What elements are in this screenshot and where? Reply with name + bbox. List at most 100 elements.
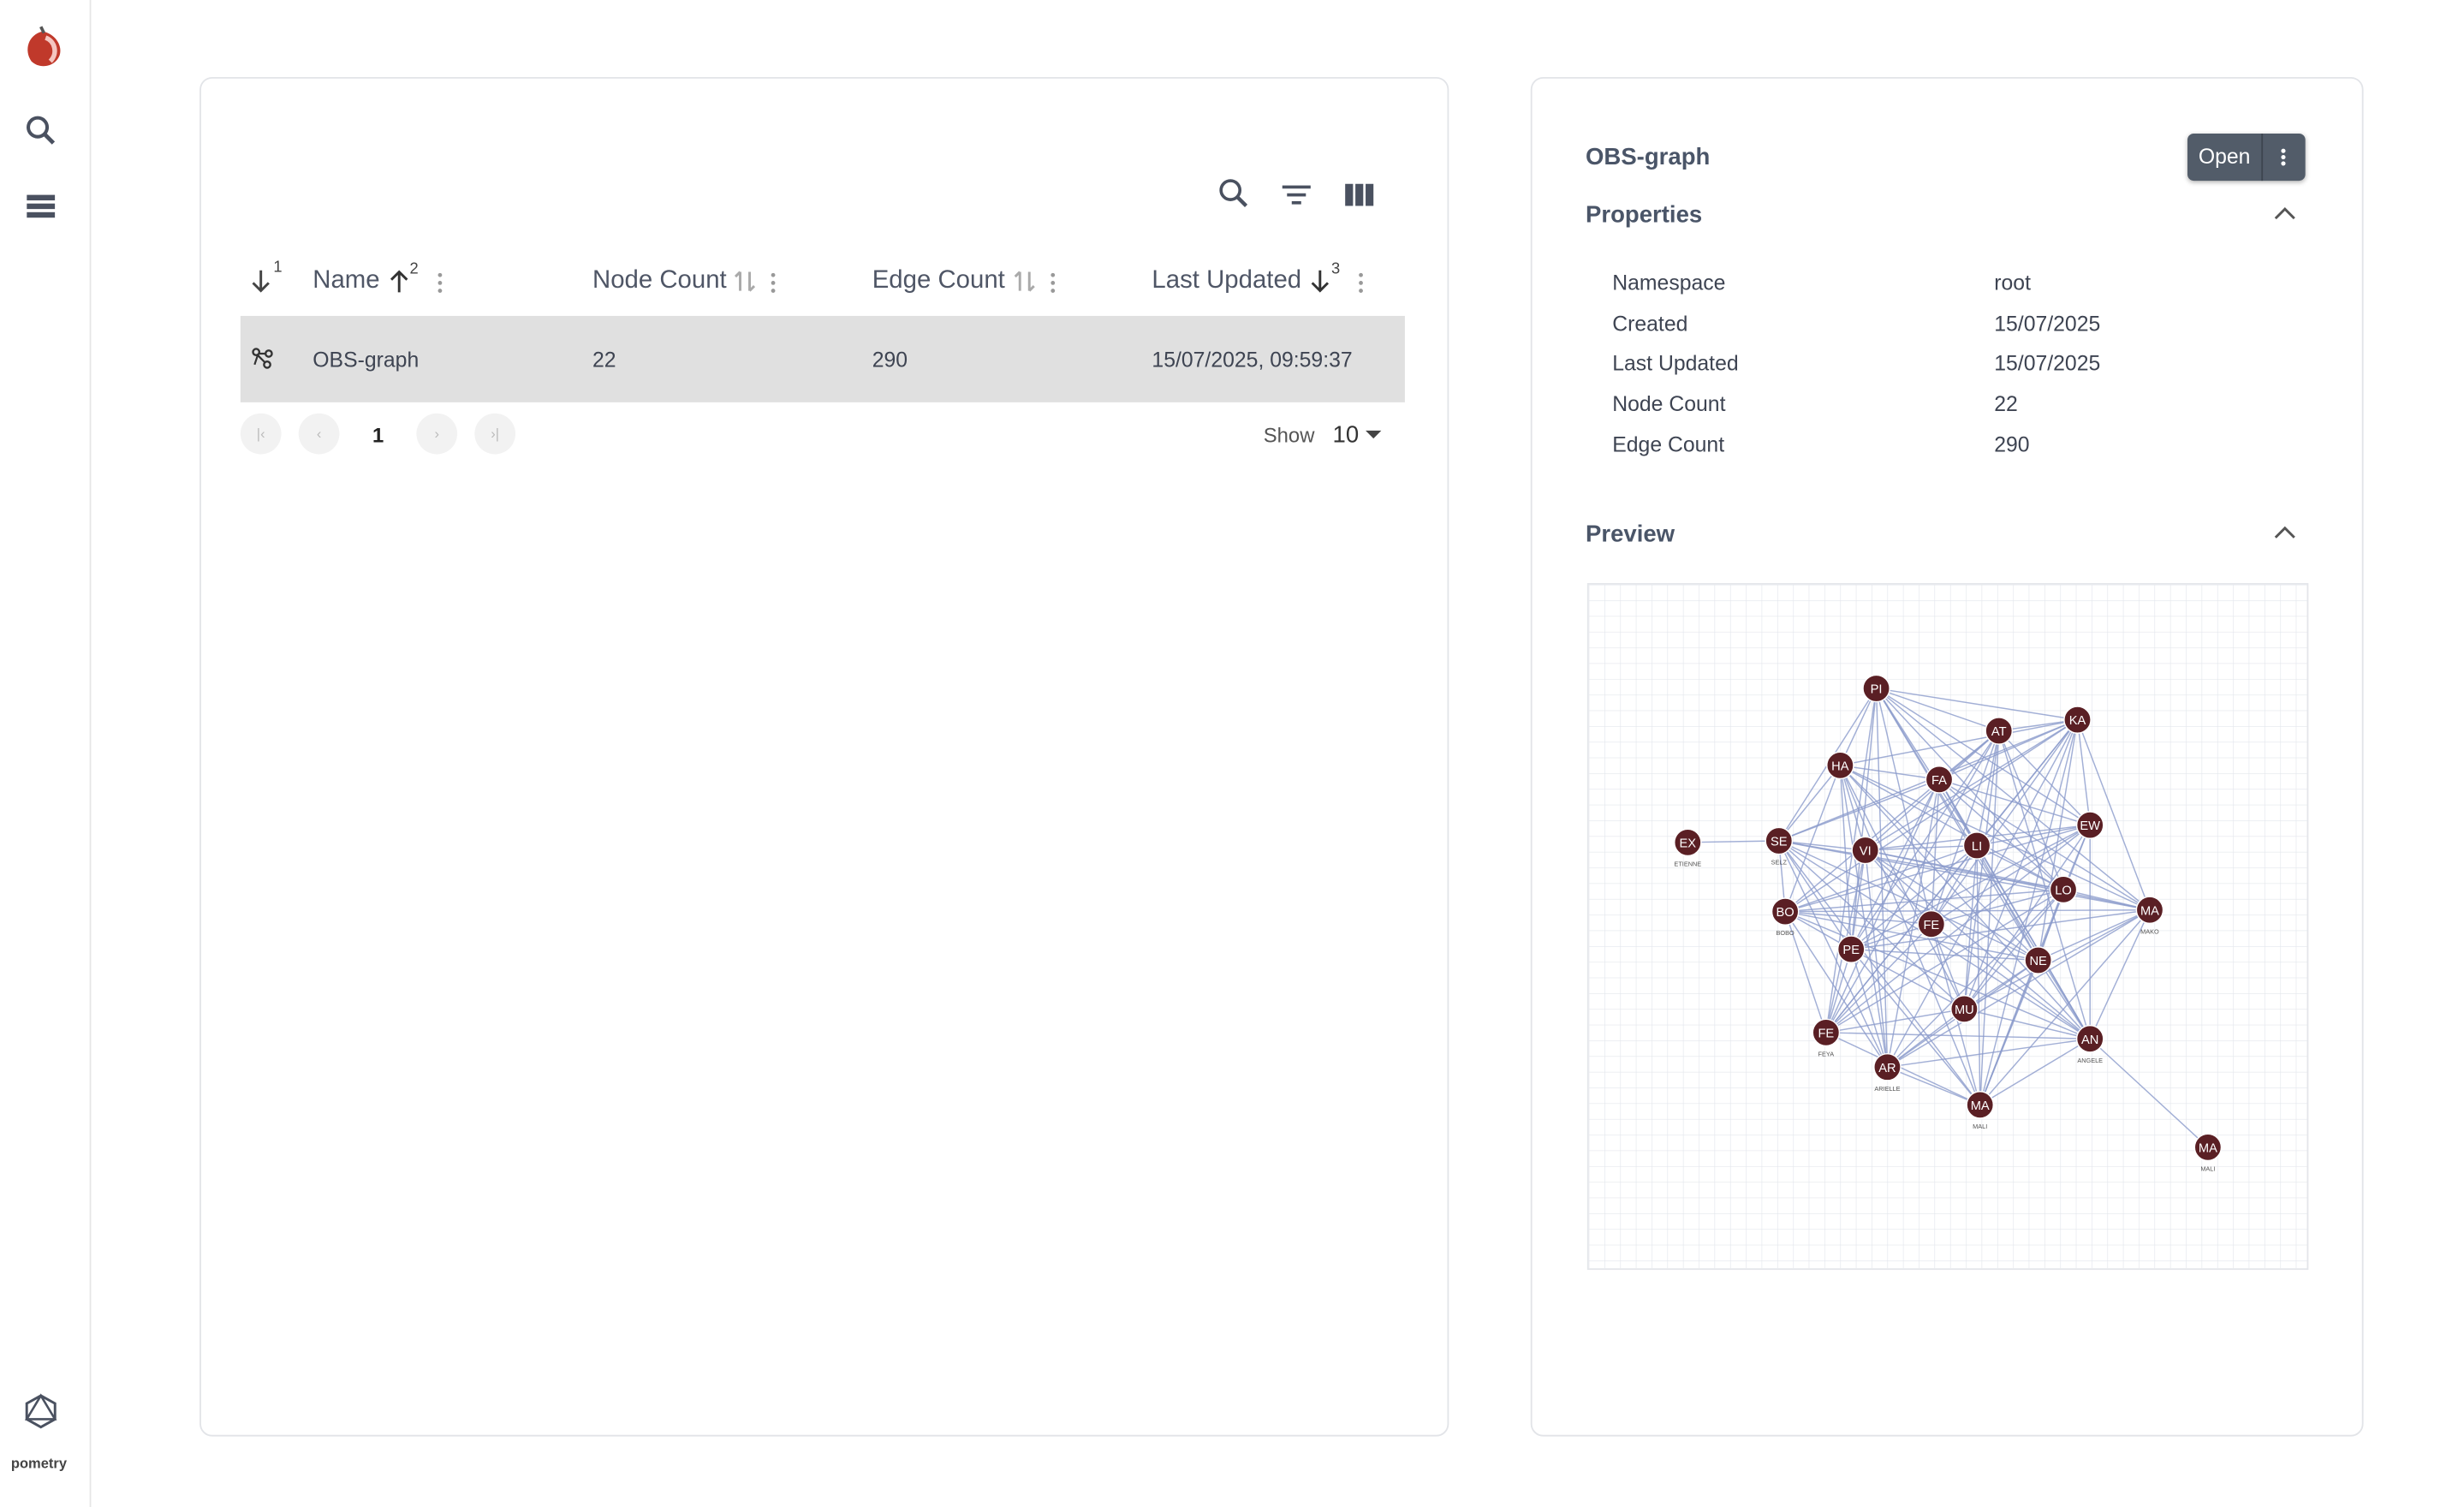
show-label: Show: [1263, 423, 1315, 448]
column-header[interactable]: Last Updated: [1152, 267, 1302, 295]
node-label: LO: [2055, 884, 2072, 897]
sort-icon[interactable]: [735, 267, 757, 295]
selected-row[interactable]: [240, 315, 1405, 402]
sort-icon[interactable]: [1309, 267, 1331, 295]
node-name: ETIENNE: [1674, 860, 1701, 867]
column-menu[interactable]: [1356, 271, 1366, 295]
edge: [1963, 889, 2064, 1010]
edge: [1687, 840, 1779, 843]
edge: [1998, 730, 2064, 890]
details-title: OBS-graph: [1586, 143, 1711, 171]
page-number[interactable]: 1: [372, 423, 384, 448]
sort-arrow: [252, 270, 270, 293]
graph-preview[interactable]: PI AT KA HA FA EW EX ETIENNE SE SELZ VI LI LO MA MAKO B…: [1586, 582, 2309, 1271]
edge: [1784, 730, 2000, 913]
columns-button[interactable]: [1345, 183, 1374, 206]
node-label: FE: [1818, 1027, 1834, 1040]
first-page[interactable]: |‹: [240, 413, 282, 455]
edge: [1850, 849, 1866, 950]
edge: [2089, 1038, 2209, 1148]
edge: [1850, 844, 1978, 950]
graphql-icon[interactable]: [22, 1392, 60, 1430]
edge: [1887, 909, 2151, 1068]
table-cell: 290: [872, 348, 908, 372]
edge: [1979, 960, 2039, 1105]
edge: [1931, 923, 2091, 1039]
search-nav[interactable]: [25, 115, 57, 146]
more-button[interactable]: [2274, 146, 2293, 169]
node: [2063, 706, 2092, 734]
property-value: 15/07/2025: [1994, 311, 2101, 336]
edge: [1887, 1038, 2091, 1069]
node-label: MA: [1971, 1099, 1990, 1113]
open-button[interactable]: Open: [2198, 144, 2251, 169]
property-key: Node Count: [1612, 392, 1726, 416]
edge: [1825, 923, 1932, 1033]
property-value: 15/07/2025: [1994, 351, 2101, 376]
node-label: PE: [1842, 944, 1860, 957]
edge: [1825, 889, 2064, 1033]
edge: [1778, 840, 1889, 1068]
column-header[interactable]: Node Count: [592, 267, 727, 295]
edge: [1876, 688, 2078, 721]
node: [1851, 836, 1880, 865]
edge: [1976, 824, 2091, 847]
edge: [1851, 948, 2038, 962]
collapse-icon[interactable]: [2274, 525, 2296, 540]
next-page[interactable]: ›: [416, 413, 458, 455]
column-menu[interactable]: [435, 271, 444, 295]
sort-icon[interactable]: [388, 267, 410, 295]
table-cell[interactable]: OBS-graph: [312, 348, 420, 372]
column-header[interactable]: Edge Count: [872, 267, 1005, 295]
node-label: LI: [1972, 840, 1982, 854]
arrow: [735, 271, 756, 292]
properties-heading[interactable]: Properties: [1586, 201, 1703, 229]
edge: [2076, 719, 2091, 825]
node-label: FE: [1923, 919, 1939, 932]
edge: [1876, 688, 2091, 826]
prev-page[interactable]: ‹: [298, 413, 340, 455]
search-button[interactable]: [1219, 179, 1248, 208]
dot: [771, 289, 777, 293]
column-menu[interactable]: [769, 271, 778, 295]
node-label: SE: [1771, 835, 1788, 849]
dot: [437, 289, 442, 293]
property-key: Namespace: [1612, 271, 1726, 295]
dot: [1050, 281, 1055, 285]
logo[interactable]: [22, 25, 63, 68]
node: [1765, 826, 1794, 855]
preview-heading[interactable]: Preview: [1586, 521, 1675, 548]
dot: [1050, 289, 1055, 293]
node-name: MALI: [2200, 1164, 2215, 1172]
dropdown-arrow[interactable]: [1366, 429, 1382, 442]
edge: [1887, 1066, 1981, 1106]
edge: [1778, 840, 1981, 1105]
edge: [1825, 1032, 2091, 1039]
node-name: ANGELE: [2077, 1057, 2103, 1064]
edge: [1839, 765, 2039, 962]
edge: [1963, 825, 2091, 1010]
edge: [1938, 779, 2039, 961]
node: [2049, 875, 2078, 904]
edge: [1938, 778, 2091, 826]
column-menu[interactable]: [1047, 271, 1056, 295]
list-nav[interactable]: [27, 194, 56, 218]
edge: [1840, 765, 2151, 911]
edge: [1840, 765, 2064, 890]
collapse-icon[interactable]: [2274, 206, 2296, 221]
sort-icon[interactable]: [1013, 267, 1035, 295]
edge: [1865, 849, 1889, 1068]
edge: [1785, 889, 2064, 913]
edge: [1876, 688, 1999, 732]
last-page[interactable]: ›|: [474, 413, 516, 455]
edge: [1825, 1008, 1965, 1033]
edge: [1931, 924, 1966, 1010]
edge: [1778, 840, 1965, 1010]
edge: [1865, 844, 1978, 851]
edge: [1850, 949, 1981, 1105]
filter-button[interactable]: [1282, 185, 1311, 205]
node-name: MALI: [1973, 1123, 1987, 1130]
page-size[interactable]: 10: [1332, 421, 1360, 450]
column-header[interactable]: Name: [312, 267, 380, 295]
edge: [1840, 765, 1940, 781]
